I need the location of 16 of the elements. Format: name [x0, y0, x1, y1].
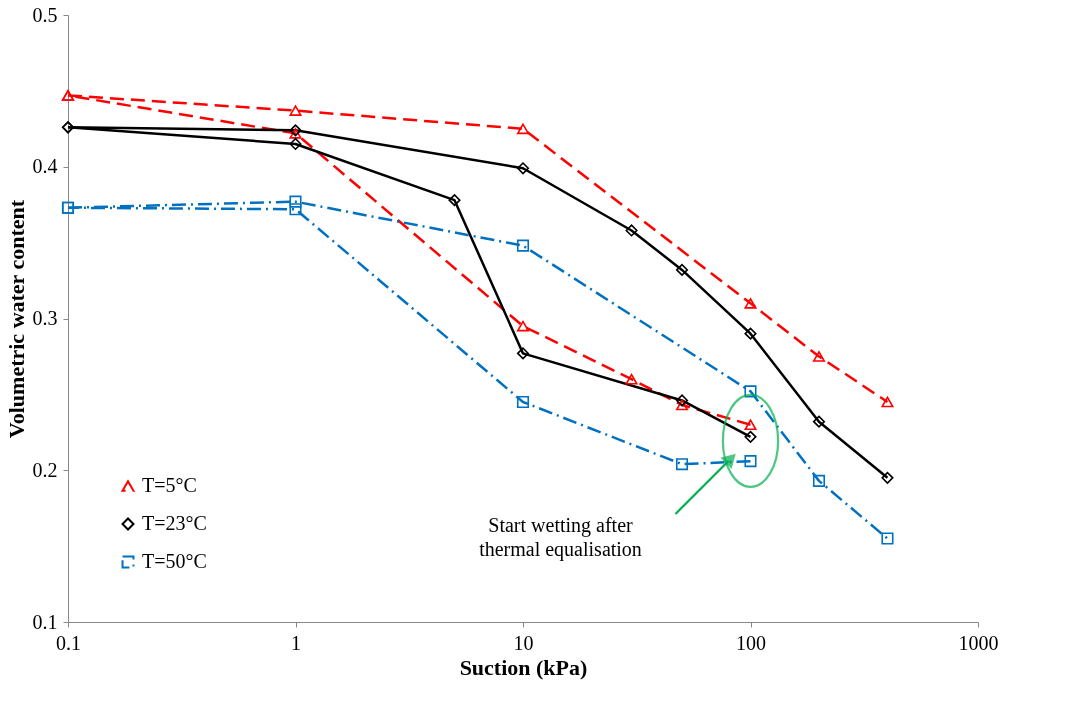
legend-label: T=50°C [142, 550, 207, 572]
x-tick-label: 1 [291, 631, 301, 654]
y-axis-title: Volumetric water content [3, 199, 29, 439]
legend-label: T=5°C [142, 474, 197, 496]
annotation: Start wetting after thermal equalisation [479, 513, 642, 561]
x-tick-label: 10 [513, 631, 534, 654]
x-tick-label: 1000 [958, 631, 999, 654]
y-tick-label: 0.5 [32, 3, 58, 26]
y-tick-label: 0.2 [32, 458, 58, 481]
x-axis-title: Suction (kPa) [459, 654, 588, 680]
y-tick-label: 0.1 [32, 610, 58, 633]
x-tick-label: 100 [736, 631, 766, 654]
y-tick-label: 0.3 [32, 307, 58, 329]
y-tick-label: 0.4 [32, 155, 58, 178]
x-tick-label: 0.1 [56, 631, 81, 654]
legend-label: T=23°C [142, 512, 207, 534]
